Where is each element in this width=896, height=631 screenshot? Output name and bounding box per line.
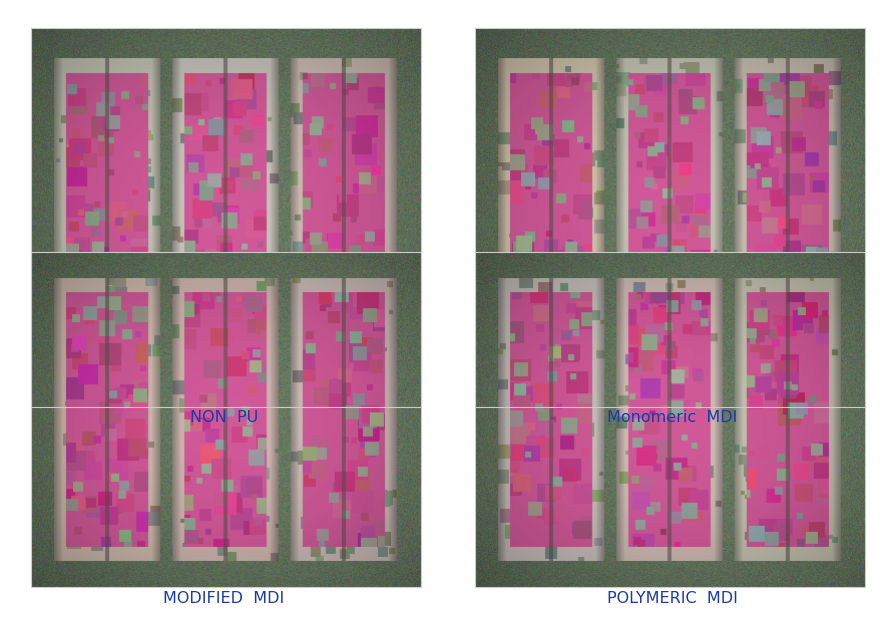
- Text: NON  PU: NON PU: [190, 410, 258, 425]
- Text: Monomeric  MDI: Monomeric MDI: [607, 410, 737, 425]
- Bar: [475, 252, 865, 587]
- Bar: [31, 252, 421, 587]
- Text: MODIFIED  MDI: MODIFIED MDI: [163, 591, 285, 606]
- Bar: [475, 28, 865, 407]
- Text: POLYMERIC  MDI: POLYMERIC MDI: [607, 591, 737, 606]
- Bar: [31, 28, 421, 407]
